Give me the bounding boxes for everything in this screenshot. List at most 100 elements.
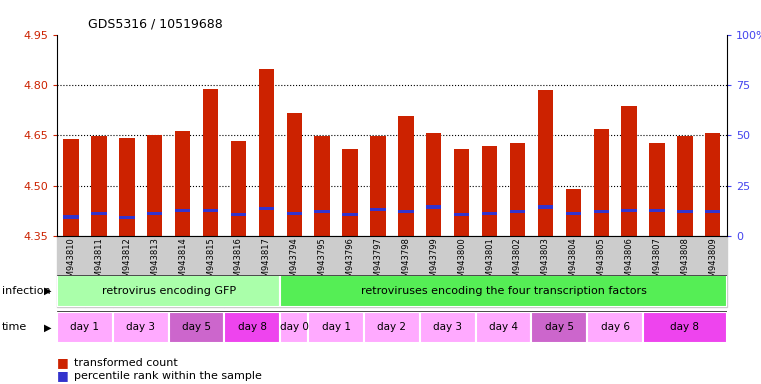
Bar <box>371 136 386 236</box>
Bar <box>253 236 280 307</box>
Bar <box>203 209 218 212</box>
Bar <box>565 212 581 215</box>
Text: GDS5316 / 10519688: GDS5316 / 10519688 <box>88 18 222 31</box>
Bar <box>141 236 169 307</box>
Bar <box>476 236 504 307</box>
Bar <box>113 236 141 307</box>
Bar <box>280 236 308 307</box>
Bar <box>314 136 330 236</box>
Bar <box>476 312 531 343</box>
Bar <box>510 210 525 213</box>
Bar <box>531 236 559 307</box>
Bar <box>342 213 358 216</box>
Bar <box>371 208 386 211</box>
Bar <box>287 212 302 215</box>
Bar <box>671 236 699 307</box>
Bar <box>224 236 253 307</box>
Text: day 3: day 3 <box>126 322 155 333</box>
Bar <box>538 90 553 236</box>
Bar <box>147 212 162 215</box>
Bar <box>643 236 671 307</box>
Text: day 0: day 0 <box>280 322 309 333</box>
Text: day 1: day 1 <box>322 322 351 333</box>
Text: day 1: day 1 <box>71 322 100 333</box>
Text: day 5: day 5 <box>182 322 211 333</box>
Bar <box>594 129 609 236</box>
Bar <box>287 113 302 236</box>
Bar <box>91 212 107 215</box>
Bar <box>57 312 113 343</box>
Bar <box>504 236 531 307</box>
Bar <box>147 135 162 236</box>
Bar <box>280 275 727 306</box>
Bar <box>342 149 358 236</box>
Bar <box>454 213 470 216</box>
Text: ▶: ▶ <box>44 286 52 296</box>
Text: time: time <box>2 322 27 333</box>
Text: day 2: day 2 <box>377 322 406 333</box>
Text: day 5: day 5 <box>545 322 574 333</box>
Bar <box>538 205 553 209</box>
Bar <box>57 236 85 307</box>
Bar <box>85 236 113 307</box>
Bar <box>63 139 78 236</box>
Bar <box>175 209 190 212</box>
Text: infection: infection <box>2 286 50 296</box>
Bar <box>510 143 525 236</box>
Text: ■: ■ <box>57 356 73 369</box>
Text: day 3: day 3 <box>433 322 462 333</box>
Bar <box>63 215 78 218</box>
Bar <box>482 212 497 215</box>
Bar <box>119 138 135 236</box>
Text: retrovirus encoding GFP: retrovirus encoding GFP <box>102 286 236 296</box>
Bar <box>57 275 280 306</box>
Bar <box>91 136 107 236</box>
Bar <box>259 69 274 236</box>
Bar <box>308 236 336 307</box>
Bar <box>392 236 420 307</box>
Bar <box>565 189 581 236</box>
Bar <box>699 236 727 307</box>
Bar <box>420 312 476 343</box>
Bar <box>677 210 693 213</box>
Bar <box>113 312 169 343</box>
Bar <box>231 213 246 216</box>
Bar <box>615 236 643 307</box>
Bar <box>426 132 441 236</box>
Text: percentile rank within the sample: percentile rank within the sample <box>74 371 262 381</box>
Bar <box>280 312 308 343</box>
Bar <box>336 236 364 307</box>
Bar <box>649 209 664 212</box>
Bar <box>677 136 693 236</box>
Bar <box>649 143 664 236</box>
Bar <box>175 131 190 236</box>
Text: retroviruses encoding the four transcription factors: retroviruses encoding the four transcrip… <box>361 286 646 296</box>
Bar <box>314 210 330 213</box>
Bar <box>196 236 224 307</box>
Bar <box>398 210 413 213</box>
Bar <box>231 141 246 236</box>
Bar <box>119 216 135 219</box>
Bar <box>169 236 196 307</box>
Text: day 4: day 4 <box>489 322 518 333</box>
Bar <box>705 132 721 236</box>
Bar <box>587 236 615 307</box>
Bar <box>364 312 420 343</box>
Bar <box>454 149 470 236</box>
Text: ▶: ▶ <box>44 322 52 333</box>
Bar <box>643 312 727 343</box>
Bar <box>482 146 497 236</box>
Bar <box>259 207 274 210</box>
Bar <box>587 312 643 343</box>
Bar <box>308 312 364 343</box>
Text: ■: ■ <box>57 369 73 382</box>
Bar <box>622 209 637 212</box>
Bar <box>559 236 587 307</box>
Bar <box>447 236 476 307</box>
Text: day 6: day 6 <box>600 322 629 333</box>
Bar <box>203 89 218 236</box>
Bar <box>224 312 280 343</box>
Bar <box>622 106 637 236</box>
Text: day 8: day 8 <box>670 322 699 333</box>
Bar <box>420 236 447 307</box>
